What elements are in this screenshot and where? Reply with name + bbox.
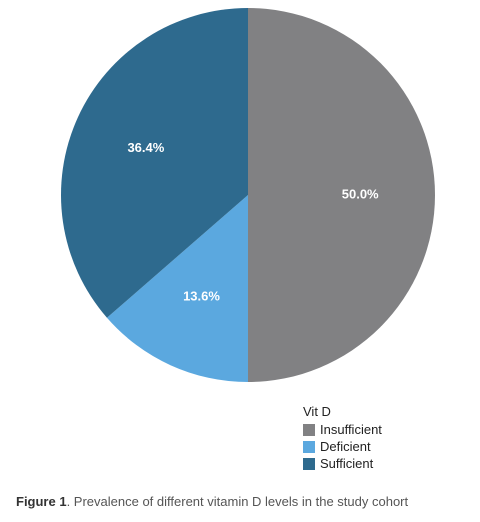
- figure-caption: Figure 1. Prevalence of different vitami…: [16, 494, 408, 509]
- pie-slice-insufficient: [248, 8, 435, 382]
- pie-slice-deficient: [106, 195, 249, 382]
- pie-chart: 50.0% 13.6% 36.4%: [61, 8, 435, 382]
- legend-label-sufficient: Sufficient: [320, 456, 374, 471]
- legend: Vit D Insufficient Deficient Sufficient: [303, 403, 382, 472]
- legend-item-deficient: Deficient: [303, 438, 382, 455]
- legend-label-deficient: Deficient: [320, 439, 371, 454]
- legend-item-sufficient: Sufficient: [303, 455, 382, 472]
- legend-swatch-insufficient: [303, 423, 315, 436]
- legend-item-insufficient: Insufficient: [303, 421, 382, 438]
- figure-label: Figure 1: [16, 494, 67, 509]
- slice-label-insufficient: 50.0%: [342, 186, 379, 201]
- slice-label-sufficient: 36.4%: [127, 140, 164, 155]
- caption-text: . Prevalence of different vitamin D leve…: [66, 494, 409, 509]
- pie-slice-sufficient: [61, 8, 248, 318]
- legend-swatch-sufficient: [303, 457, 315, 470]
- legend-label-insufficient: Insufficient: [320, 422, 382, 437]
- legend-title: Vit D: [303, 404, 331, 419]
- slice-label-deficient: 13.6%: [183, 289, 220, 304]
- legend-swatch-deficient: [303, 440, 315, 453]
